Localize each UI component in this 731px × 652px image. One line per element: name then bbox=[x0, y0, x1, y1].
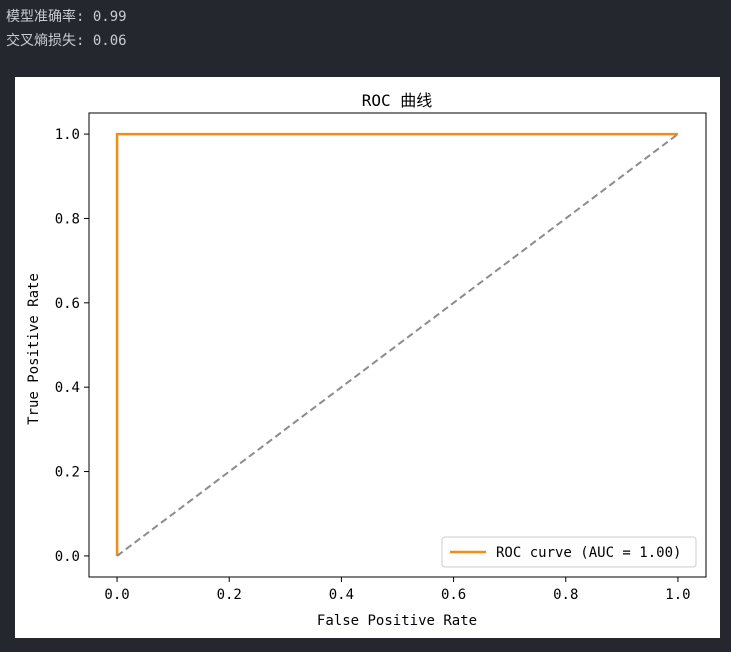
y-axis-label: True Positive Rate bbox=[26, 273, 42, 425]
plot-area: 0.0 0.2 0.4 0.6 0.8 1.0 0.0 0.2 0.4 0.6 0.8 1.0 ROC … bbox=[55, 112, 707, 603]
x-tick-label: 0.0 bbox=[104, 587, 129, 603]
y-tick-label: 0.2 bbox=[55, 465, 80, 481]
x-tick-label: 0.4 bbox=[329, 587, 354, 603]
roc-curve-line bbox=[115, 132, 678, 556]
accuracy-output-line: 模型准确率: 0.99 bbox=[6, 9, 127, 25]
x-tick-label: 0.8 bbox=[553, 587, 578, 603]
roc-figure: ROC 曲线 0.0 0.2 0.4 0.6 0.8 1.0 0.0 0.2 0.4 0.6 0.8… bbox=[15, 77, 720, 638]
x-tick-label: 1.0 bbox=[665, 587, 690, 603]
legend-label: ROC curve (AUC = 1.00) bbox=[496, 545, 681, 561]
y-tick-label: 0.4 bbox=[55, 380, 80, 396]
loss-output-line: 交叉熵损失: 0.06 bbox=[6, 33, 127, 49]
y-tick-label: 0.8 bbox=[55, 211, 80, 227]
y-tick-label: 0.6 bbox=[55, 296, 80, 312]
roc-chart: ROC 曲线 0.0 0.2 0.4 0.6 0.8 1.0 0.0 0.2 0.4 0.6 0.8… bbox=[26, 91, 707, 629]
y-tick-label: 1.0 bbox=[55, 127, 80, 143]
x-tick-label: 0.2 bbox=[217, 587, 242, 603]
x-axis-label: False Positive Rate bbox=[317, 613, 477, 629]
legend-box bbox=[441, 536, 697, 568]
axes-frame bbox=[88, 112, 707, 578]
y-tick-label: 0.0 bbox=[55, 549, 80, 565]
chance-diagonal-line bbox=[116, 133, 679, 557]
x-tick-label: 0.6 bbox=[441, 587, 466, 603]
chart-title: ROC 曲线 bbox=[362, 91, 433, 110]
